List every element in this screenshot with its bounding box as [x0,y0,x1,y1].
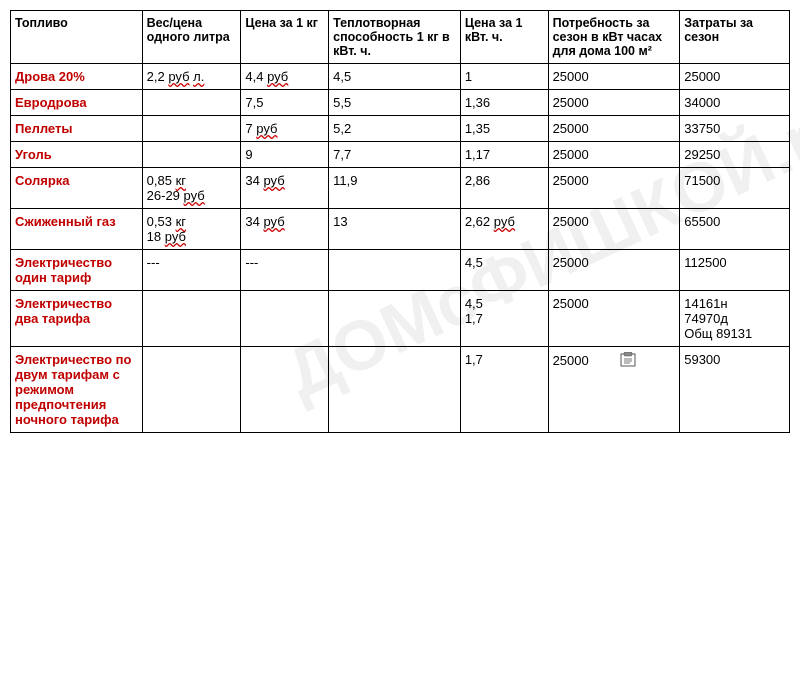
cell-price-kwh: 2,86 [460,168,548,209]
cell-weight-price [142,347,241,433]
cell-price-kwh: 1,17 [460,142,548,168]
cell-calorific: 4,5 [329,64,461,90]
col-weight-price: Вес/цена одного литра [142,11,241,64]
cell-price-kwh: 1 [460,64,548,90]
col-calorific: Теплотворная способность 1 кг в кВт. ч. [329,11,461,64]
cell-cost: 25000 [680,64,790,90]
cell-weight-price [142,142,241,168]
cell-price-kg: 4,4 руб [241,64,329,90]
table-row: Сжиженный газ0,53 кг18 руб34 руб132,62 р… [11,209,790,250]
cell-calorific [329,291,461,347]
cell-fuel: Дрова 20% [11,64,143,90]
cell-fuel: Евродрова [11,90,143,116]
cell-weight-price: 2,2 руб л. [142,64,241,90]
cell-fuel: Пеллеты [11,116,143,142]
cell-weight-price: 0,53 кг18 руб [142,209,241,250]
cell-cost: 14161н74970дОбщ 89131 [680,291,790,347]
cell-weight-price: --- [142,250,241,291]
cell-calorific: 7,7 [329,142,461,168]
cell-cost: 112500 [680,250,790,291]
table-body: Дрова 20%2,2 руб л.4,4 руб4,512500025000… [11,64,790,433]
cell-price-kg: 9 [241,142,329,168]
cell-calorific: 11,9 [329,168,461,209]
clipboard-icon [619,352,637,371]
table-row: Солярка0,85 кг26-29 руб34 руб11,92,86250… [11,168,790,209]
cell-cost: 34000 [680,90,790,116]
cell-cost: 71500 [680,168,790,209]
cell-price-kg: --- [241,250,329,291]
table-row: Дрова 20%2,2 руб л.4,4 руб4,512500025000 [11,64,790,90]
cell-calorific [329,347,461,433]
cell-price-kg [241,291,329,347]
cell-weight-price [142,291,241,347]
table-row: Электричество по двум тарифам с режимом … [11,347,790,433]
table-row: Пеллеты 7 руб5,21,352500033750 [11,116,790,142]
cell-price-kwh: 4,51,7 [460,291,548,347]
cell-price-kwh: 4,5 [460,250,548,291]
cell-cost: 29250 [680,142,790,168]
cell-calorific: 13 [329,209,461,250]
cell-demand: 25000 [548,168,680,209]
table-row: Электричество два тарифа 4,51,72500014161… [11,291,790,347]
cell-fuel: Электричество один тариф [11,250,143,291]
cell-calorific: 5,2 [329,116,461,142]
col-demand: Потребность за сезон в кВт часах для дом… [548,11,680,64]
cell-fuel: Электричество по двум тарифам с режимом … [11,347,143,433]
cell-weight-price [142,116,241,142]
col-price-kg: Цена за 1 кг [241,11,329,64]
cell-demand: 25000 [548,291,680,347]
cell-price-kg: 34 руб [241,168,329,209]
cell-fuel: Сжиженный газ [11,209,143,250]
cell-price-kg [241,347,329,433]
cell-cost: 59300 [680,347,790,433]
cell-fuel: Уголь [11,142,143,168]
table-header-row: Топливо Вес/цена одного литра Цена за 1 … [11,11,790,64]
cell-weight-price [142,90,241,116]
cell-price-kg: 7,5 [241,90,329,116]
fuel-cost-table: Топливо Вес/цена одного литра Цена за 1 … [10,10,790,433]
cell-cost: 33750 [680,116,790,142]
cell-demand: 25000 [548,90,680,116]
cell-weight-price: 0,85 кг26-29 руб [142,168,241,209]
cell-calorific [329,250,461,291]
cell-demand: 25000 [548,116,680,142]
table-row: Евродрова 7,55,51,362500034000 [11,90,790,116]
cell-cost: 65500 [680,209,790,250]
cell-price-kg: 7 руб [241,116,329,142]
col-fuel: Топливо [11,11,143,64]
cell-demand: 25000 [548,347,680,433]
cell-demand: 25000 [548,209,680,250]
cell-calorific: 5,5 [329,90,461,116]
table-row: Электричество один тариф------4,52500011… [11,250,790,291]
table-row: Уголь 97,71,172500029250 [11,142,790,168]
cell-price-kg: 34 руб [241,209,329,250]
col-cost: Затраты за сезон [680,11,790,64]
cell-demand: 25000 [548,250,680,291]
cell-fuel: Электричество два тарифа [11,291,143,347]
cell-fuel: Солярка [11,168,143,209]
cell-price-kwh: 1,7 [460,347,548,433]
col-price-kwh: Цена за 1 кВт. ч. [460,11,548,64]
cell-demand: 25000 [548,142,680,168]
cell-price-kwh: 1,36 [460,90,548,116]
cell-price-kwh: 2,62 руб [460,209,548,250]
cell-price-kwh: 1,35 [460,116,548,142]
cell-demand: 25000 [548,64,680,90]
